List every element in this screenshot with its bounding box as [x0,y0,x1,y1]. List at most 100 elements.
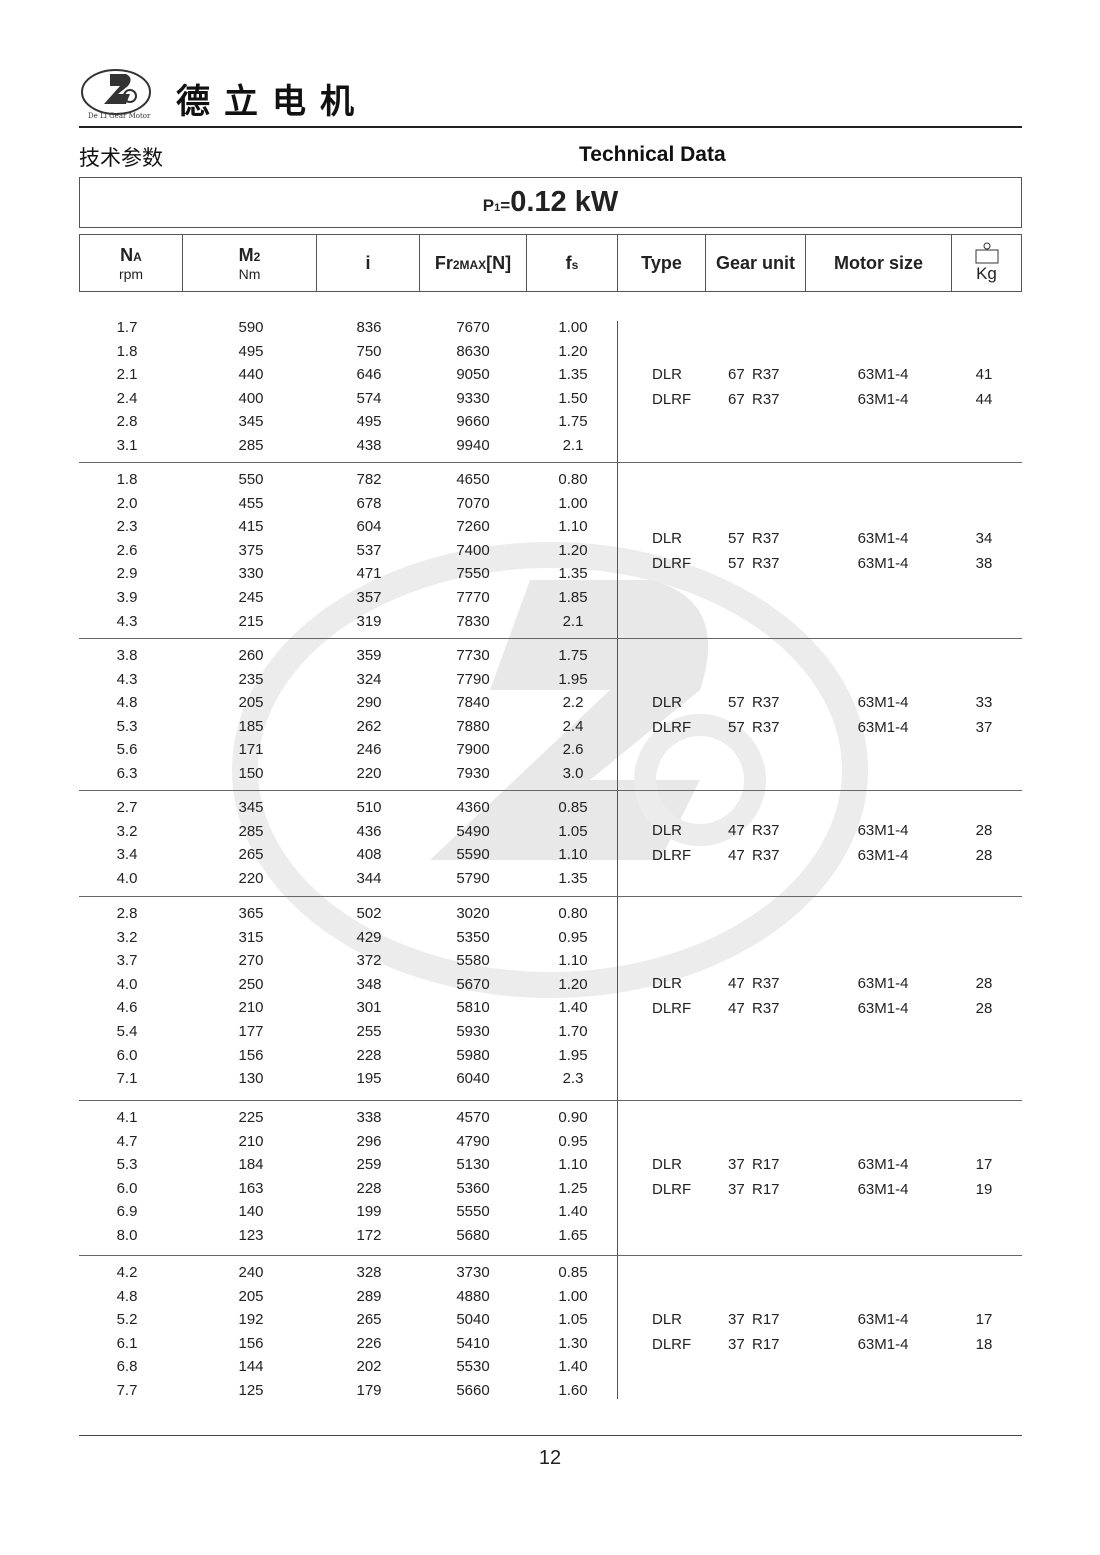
cell-speed: 5.3 [116,1156,138,1174]
cell-speed: 6.0 [116,1179,138,1197]
cell-torque: 225 [238,1109,264,1126]
title-chinese: 技术参数 [79,147,163,170]
cell-service-factor: 1.30 [558,1334,588,1352]
cell-torque: 184 [238,1156,264,1174]
cell-service-factor: 1.40 [558,1358,588,1376]
col-ratio: i [317,235,420,291]
gear-unit-stage: R37 [752,554,780,572]
table-row: 6.8 144 202 5530 1.40 [79,1355,1022,1379]
cell-radial-force: 5790 [456,869,490,887]
cell-service-factor: 1.10 [558,846,588,864]
cell-torque: 550 [238,471,264,488]
gear-unit-size: 57 [728,718,745,736]
cell-ratio: 262 [356,717,382,735]
cell-ratio: 495 [356,413,382,431]
cell-torque: 123 [238,1226,264,1244]
cell-service-factor: 3.0 [562,764,584,782]
cell-torque: 440 [238,366,264,384]
cell-speed: 3.1 [116,436,138,454]
table-row: 5.6 171 246 7900 2.6 [79,738,1022,762]
cell-radial-force: 5410 [456,1334,490,1352]
weight: 28 [975,975,993,993]
cell-speed: 4.1 [116,1109,138,1126]
table-row: 6.0 156 228 5980 1.95 [79,1044,1022,1068]
table-row: 4.8 205 290 7840 2.2 [79,691,1022,715]
weight: 28 [975,822,993,840]
cell-speed: 2.4 [116,389,138,407]
model-type: DLR [652,822,683,840]
table-group: 4.2 240 328 3730 0.85 4.8 205 289 4880 1.00 5.2 192… [79,1261,1022,1403]
gear-unit-size: 37 [728,1180,745,1198]
model-list: DLR 67 R37 63M1-4 41 DLRF 67 R37 63M1-4 44 [79,316,1022,458]
model-row: DLR 67 R37 63M1-4 41 [79,362,1022,387]
table-row: 5.3 185 262 7880 2.4 [79,715,1022,739]
cell-torque: 220 [238,869,264,887]
gear-unit-size: 67 [728,365,745,383]
cell-torque: 315 [238,928,264,946]
cell-radial-force: 7900 [456,741,490,759]
cell-service-factor: 1.40 [558,999,588,1017]
cell-radial-force: 4360 [456,799,490,816]
cell-torque: 125 [238,1381,264,1399]
model-type: DLR [652,693,683,711]
motor-size: 63M1-4 [857,1155,909,1173]
motor-size: 63M1-4 [857,847,909,865]
cell-ratio: 510 [356,799,382,816]
cell-service-factor: 1.95 [558,1046,588,1064]
cell-radial-force: 6040 [456,1070,490,1088]
table-row: 1.7 590 836 7670 1.00 [79,316,1022,340]
cell-torque: 265 [238,846,264,864]
weight: 44 [975,390,993,408]
model-row: DLR 57 R37 63M1-4 33 [79,690,1022,715]
cell-service-factor: 1.75 [558,647,588,664]
cell-radial-force: 5590 [456,846,490,864]
cell-radial-force: 9940 [456,436,490,454]
cell-torque: 215 [238,612,264,630]
model-row: DLR 37 R17 63M1-4 17 [79,1307,1022,1332]
cell-speed: 2.8 [116,413,138,431]
cell-radial-force: 9050 [456,366,490,384]
cell-ratio: 357 [356,588,382,606]
model-row: DLRF 47 R37 63M1-4 28 [79,996,1022,1021]
col-gear-unit: Gear unit [706,235,806,291]
cell-service-factor: 2.4 [562,717,584,735]
cell-ratio: 604 [356,518,382,536]
cell-service-factor: 1.20 [558,975,588,993]
table-row: 2.9 330 471 7550 1.35 [79,562,1022,586]
cell-speed: 3.4 [116,846,138,864]
cell-service-factor: 1.10 [558,1156,588,1174]
cell-radial-force: 7930 [456,764,490,782]
cell-service-factor: 1.35 [558,565,588,583]
table-group: 2.7 345 510 4360 0.85 3.2 285 436 5490 1.05 3.4 265… [79,796,1022,890]
svg-text:De Li Gear Motor: De Li Gear Motor [88,112,151,120]
gear-unit-size: 47 [728,822,745,840]
cell-speed: 4.3 [116,670,138,688]
table-group: 1.7 590 836 7670 1.00 1.8 495 750 8630 1.20 2.1 440… [79,316,1022,458]
cell-speed: 8.0 [116,1226,138,1244]
cell-ratio: 436 [356,822,382,840]
cell-radial-force: 7840 [456,694,490,712]
cell-service-factor: 2.3 [562,1070,584,1088]
gear-unit-size: 37 [728,1335,745,1353]
table-row: 3.7 270 372 5580 1.10 [79,949,1022,973]
table-row: 2.1 440 646 9050 1.35 [79,363,1022,387]
gear-unit-stage: R17 [752,1310,780,1328]
cell-torque: 250 [238,975,264,993]
table-row: 4.8 205 289 4880 1.00 [79,1285,1022,1309]
cell-speed: 4.3 [116,612,138,630]
cell-radial-force: 7260 [456,518,490,536]
cell-radial-force: 9660 [456,413,490,431]
model-type: DLR [652,1155,683,1173]
cell-radial-force: 7730 [456,647,490,664]
table-row: 3.2 315 429 5350 0.95 [79,926,1022,950]
model-type: DLR [652,975,683,993]
cell-ratio: 246 [356,741,382,759]
cell-ratio: 678 [356,494,382,512]
table-row: 7.7 125 179 5660 1.60 [79,1379,1022,1403]
cell-radial-force: 5350 [456,928,490,946]
table-row: 5.3 184 259 5130 1.10 [79,1153,1022,1177]
cell-torque: 210 [238,999,264,1017]
cell-service-factor: 2.2 [562,694,584,712]
cell-speed: 6.9 [116,1203,138,1221]
cell-service-factor: 1.00 [558,319,588,336]
